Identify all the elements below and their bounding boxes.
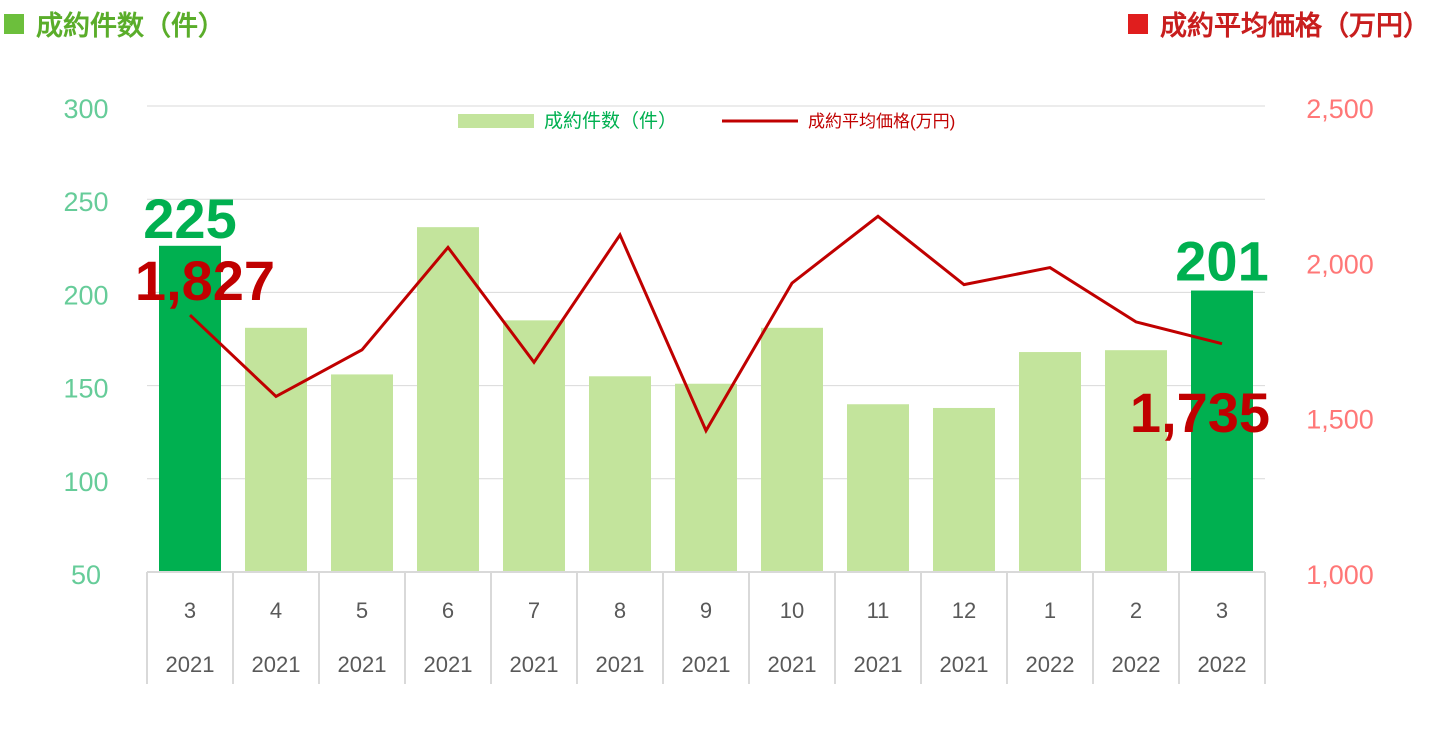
left-tick-label: 200: [63, 280, 108, 310]
x-tick-month: 11: [867, 598, 890, 623]
x-tick-year: 2021: [768, 652, 817, 677]
x-tick-year: 2022: [1026, 652, 1075, 677]
x-tick-month: 2: [1130, 598, 1142, 623]
x-tick-month: 8: [614, 598, 626, 623]
x-tick-month: 4: [270, 598, 282, 623]
legend-bar-swatch: [458, 114, 534, 128]
x-tick-month: 12: [952, 598, 976, 623]
legend-bar-label: 成約件数（件）: [544, 110, 677, 132]
left-axis-title-text: 成約件数（件）: [36, 11, 225, 42]
left-tick-label: 250: [63, 187, 108, 217]
x-tick-year: 2021: [252, 652, 301, 677]
bar: [417, 227, 479, 572]
bar: [589, 376, 651, 572]
x-tick-year: 2021: [510, 652, 559, 677]
x-tick-month: 5: [356, 598, 368, 623]
x-tick-year: 2022: [1198, 652, 1247, 677]
x-tick-month: 1: [1044, 598, 1056, 623]
x-tick-year: 2021: [940, 652, 989, 677]
right-tick-label: 2,000: [1306, 249, 1374, 279]
bar: [331, 374, 393, 572]
x-tick-year: 2021: [854, 652, 903, 677]
red-square-icon: [1128, 13, 1148, 34]
bar: [1019, 352, 1081, 572]
x-tick-year: 2022: [1112, 652, 1161, 677]
bar-label-first: 225: [143, 187, 236, 250]
bar: [675, 383, 737, 572]
right-tick-label: 2,500: [1306, 94, 1374, 124]
x-tick-month: 3: [184, 598, 196, 623]
right-axis-title: 成約平均価格（万円）: [1128, 4, 1430, 43]
line-label-last: 1,735: [1130, 381, 1270, 444]
bar: [159, 245, 221, 573]
legend-line-label: 成約平均価格(万円): [808, 112, 955, 131]
left-axis-title: 成約件数（件）: [4, 4, 225, 43]
left-tick-label: 50: [71, 560, 101, 590]
left-tick-label: 300: [63, 94, 108, 124]
line-label-first: 1,827: [135, 249, 275, 312]
right-tick-label: 1,000: [1306, 560, 1374, 590]
x-tick-month: 3: [1216, 598, 1228, 623]
bar-label-last: 201: [1175, 230, 1268, 293]
bar: [503, 320, 565, 572]
x-tick-month: 10: [780, 598, 804, 623]
bar: [933, 407, 995, 572]
bar: [847, 404, 909, 572]
right-tick-label: 1,500: [1306, 405, 1374, 435]
x-tick-year: 2021: [424, 652, 473, 677]
x-tick-month: 6: [442, 598, 454, 623]
green-square-icon: [4, 13, 24, 34]
left-tick-label: 100: [63, 467, 108, 497]
bar: [1105, 350, 1167, 572]
x-tick-year: 2021: [596, 652, 645, 677]
x-tick-year: 2021: [682, 652, 731, 677]
x-tick-year: 2021: [166, 652, 215, 677]
x-tick-month: 7: [528, 598, 540, 623]
bar: [245, 327, 307, 572]
bar: [761, 327, 823, 572]
price-line: [188, 214, 1223, 434]
x-tick-year: 2021: [338, 652, 387, 677]
x-tick-month: 9: [700, 598, 712, 623]
left-tick-label: 150: [63, 374, 108, 404]
right-axis-title-text: 成約平均価格（万円）: [1160, 11, 1430, 42]
